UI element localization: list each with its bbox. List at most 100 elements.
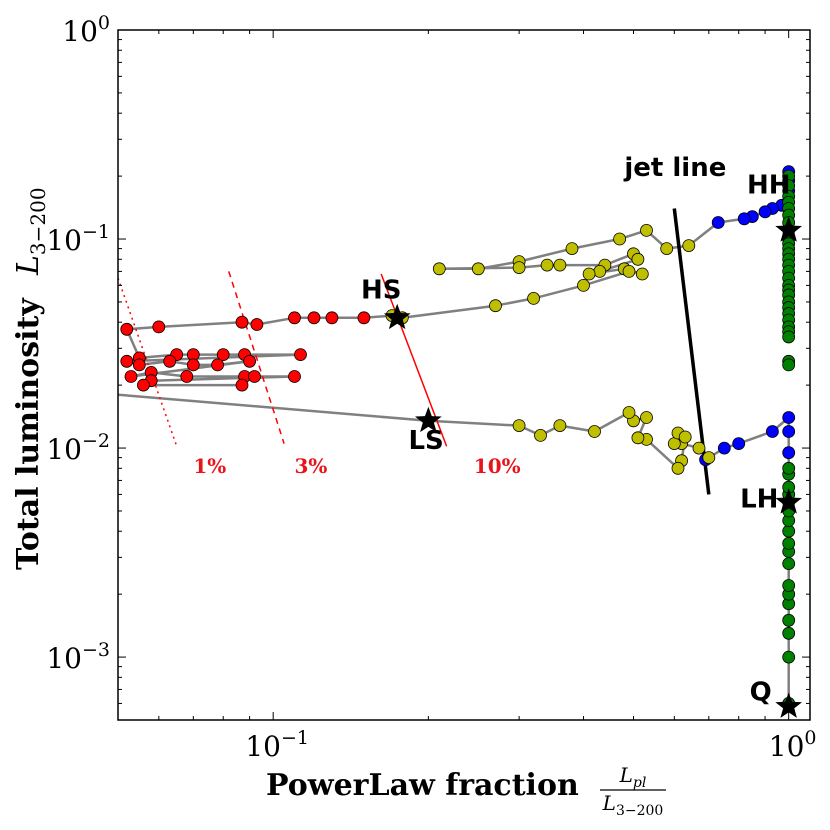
track-upper-point-53 [124,370,138,383]
chart-points-layer [120,165,796,710]
track-lower-point-30 [678,430,692,444]
track-lower-point-6 [782,579,796,592]
track-lower-point-25 [702,451,716,465]
chart-ticks-layer [117,29,810,721]
track-upper-point-16 [432,262,446,276]
track-upper-point-29 [527,291,540,305]
x-axis-fraction-numerator: Lpl [619,763,647,791]
track-upper-point-12 [613,232,626,246]
y-tick-label-0: 100 [62,12,110,48]
track-upper-point-22 [631,252,645,266]
track-upper-point-24 [582,267,596,281]
track-lower-point-39 [553,419,567,433]
track-upper-point-50 [186,358,200,372]
track-upper-point-37 [250,318,264,331]
chart-annotations-layer: 1% 3% 10% jet line HH HS LS LH Q [193,153,802,718]
track-upper-point-7 [737,212,751,226]
track-upper-point-52 [243,354,257,368]
track-lower-point-23 [717,441,731,455]
track-lower-point-19 [782,425,796,438]
fraction-label-1: 3% [295,454,328,478]
track-lower-point-37 [622,406,636,419]
track-upper-point-60 [136,378,150,392]
state-star-ls [415,406,442,433]
state-label-q: Q [750,677,772,707]
x-axis-fraction-denominator: L3−200 [602,791,664,819]
state-star-lh [775,488,802,514]
plot-frame [117,29,811,721]
track-lower-point-9 [782,537,796,550]
track-upper-point-23 [593,264,607,278]
state-label-hs: HS [361,275,402,305]
track-upper-point-46 [294,348,307,362]
fraction-label-2: 10% [474,454,521,478]
track-upper-point-26 [635,267,649,281]
track-upper-point-47 [120,354,134,368]
state-star-hh [775,216,802,242]
track-lower-point-26 [692,441,706,455]
y-tick-label-1: 10−1 [46,221,110,257]
track-upper-point-55 [180,370,194,383]
track-upper-point-15 [471,262,485,276]
track-upper-point-40 [120,322,134,336]
state-label-ls: LS [408,426,443,456]
track-lower-point-18 [782,446,796,460]
track-lower-point-17 [782,461,796,475]
fraction-label-0: 1% [193,454,226,478]
y-axis-title: Total luminosity [11,297,46,570]
track-lower-point-28 [667,437,681,451]
track-upper-point-34 [325,311,339,325]
track-lower-point-32 [671,461,685,475]
track-upper-point-33 [357,311,371,325]
y-tick-label-2: 10−2 [46,430,110,466]
track-upper-point-39 [152,320,166,334]
track-upper-point-35 [307,311,321,325]
track-lower-point-22 [732,437,746,451]
x-axis-title: PowerLaw fraction [266,768,579,803]
track-upper-point-49 [163,354,177,368]
track-upper-point-48 [132,358,146,372]
fraction-line-1 [228,271,285,444]
track-upper-point-5 [758,205,772,219]
track-upper-point-19 [553,258,567,272]
hh-branch-point-25 [782,330,796,344]
x-tick-label-1: 100 [769,727,817,763]
hh-branch-point-27 [782,358,796,372]
track-lower-point-38 [588,425,601,438]
y-tick-label-3: 10−3 [46,639,110,675]
track-lower-point-20 [782,411,796,424]
track-upper-point-18 [540,258,554,272]
track-upper-point-9 [682,239,696,253]
track-upper-point-8 [711,216,725,229]
x-tick-label-0: 10−1 [245,727,309,763]
track-lower-point-41 [512,419,526,433]
track-upper-point-38 [235,315,249,329]
track-upper-point-13 [565,242,579,256]
track-upper-point-27 [622,264,636,278]
track-lower-point-3 [782,613,796,627]
track-lower-point-10 [782,524,796,538]
state-label-lh: LH [740,484,778,514]
track-upper-point-11 [640,223,653,237]
track-lower-point-40 [534,428,547,442]
track-upper-point-10 [660,242,674,256]
track-upper-point-44 [216,348,230,362]
jet-line-label: jet line [623,153,726,183]
track-lower-point-34 [631,431,645,445]
track-upper-point-51 [211,358,225,372]
track-lower-point-35 [640,411,653,424]
state-star-q [775,692,802,718]
track-upper-point-36 [288,311,301,325]
state-label-hh: HH [747,171,791,201]
y-axis-title-group: Total luminosity L3−200 [11,187,50,570]
track-upper-point-17 [512,261,526,275]
state-star-hs [383,303,411,330]
track-upper-point-61 [235,378,249,392]
track-lower-point-1 [782,650,796,664]
track-upper-point-30 [489,299,502,313]
track-lower-point-21 [766,425,779,438]
track-upper-point-28 [577,278,590,292]
track-upper-point-57 [248,370,261,383]
chart-axes-layer: 100 10−1 10−2 10−3 10−1 100 PowerLaw fraction L… [11,12,817,819]
